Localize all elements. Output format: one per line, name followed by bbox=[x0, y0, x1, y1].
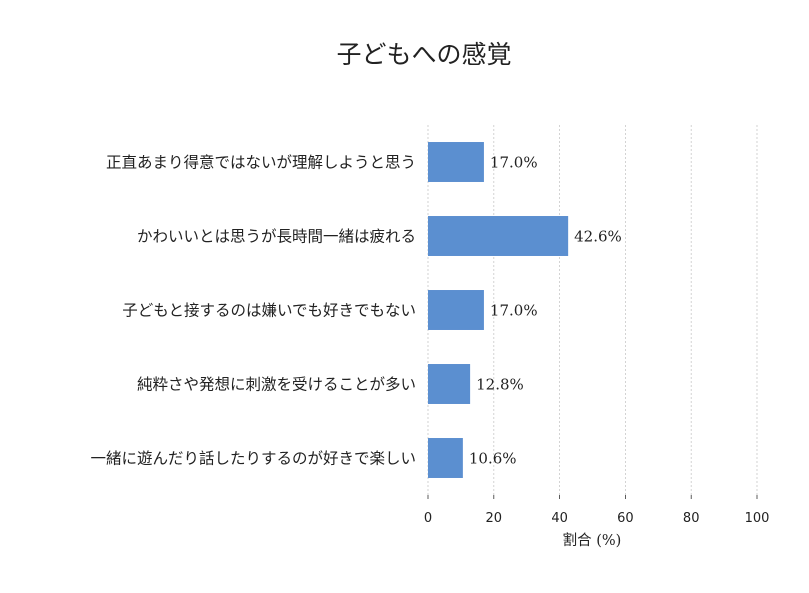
category-label: 正直あまり得意ではないが理解しようと思う bbox=[106, 153, 416, 172]
x-tick-label: 0 bbox=[424, 511, 432, 526]
value-labels: 17.0% 42.6% 17.0% 12.8% 10.6% bbox=[469, 154, 622, 468]
bar bbox=[428, 364, 471, 404]
value-label: 42.6% bbox=[574, 228, 622, 246]
bar bbox=[428, 438, 463, 478]
x-tick-label: 40 bbox=[551, 511, 568, 526]
category-label: 子どもと接するのは嫌いでも好きでもない bbox=[122, 302, 416, 320]
bars bbox=[428, 142, 569, 478]
x-tick-label: 20 bbox=[486, 511, 503, 526]
x-axis-label: 割合 (%) bbox=[563, 532, 622, 549]
category-labels: 正直あまり得意ではないが理解しようと思うかわいいとは思うが長時間一緒は疲れる子ど… bbox=[90, 153, 416, 468]
x-tick-label: 80 bbox=[683, 511, 700, 526]
x-tick-label: 100 bbox=[745, 511, 770, 526]
value-label: 12.8% bbox=[476, 376, 524, 394]
category-label: かわいいとは思うが長時間一緒は疲れる bbox=[137, 228, 416, 246]
category-label: 純粋さや発想に刺激を受けることが多い bbox=[137, 376, 416, 394]
x-tick-label: 60 bbox=[617, 511, 634, 526]
bar bbox=[428, 290, 484, 330]
x-axis-ticks: 0 20 40 60 80 100 bbox=[424, 495, 770, 526]
category-label: 一緒に遊んだり話したりするのが好きで楽しい bbox=[90, 450, 416, 468]
value-label: 17.0% bbox=[490, 302, 538, 320]
value-label: 17.0% bbox=[490, 154, 538, 172]
bar bbox=[428, 216, 569, 256]
bar bbox=[428, 142, 484, 182]
value-label: 10.6% bbox=[469, 450, 517, 468]
grid-lines bbox=[427, 125, 758, 495]
chart-title: 子どもへの感覚 bbox=[336, 40, 511, 69]
